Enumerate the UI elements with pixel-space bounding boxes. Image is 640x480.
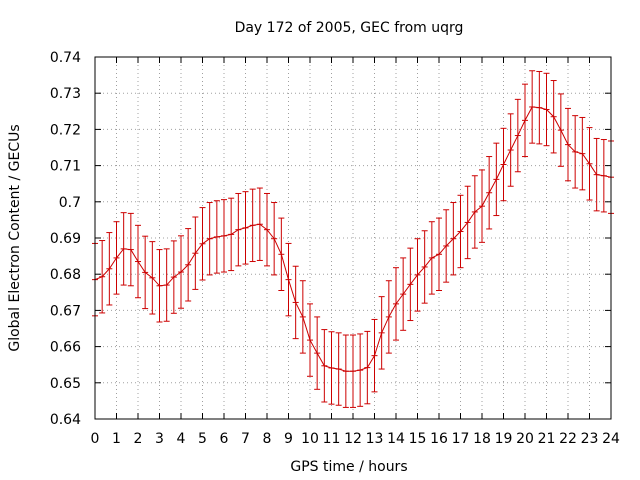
x-tick-label: 16	[430, 431, 448, 447]
x-tick-label: 12	[344, 431, 362, 447]
x-tick-label: 23	[581, 431, 599, 447]
x-tick-label: 11	[323, 431, 341, 447]
x-tick-label: 8	[263, 431, 272, 447]
y-tick-label: 0.64	[50, 412, 81, 428]
x-tick-label: 22	[559, 431, 577, 447]
y-tick-labels: 0.64 0.65 0.66 0.67 0.68 0.69 0.7 0.71 0.72 0.73 0…	[50, 50, 81, 428]
x-tick-label: 10	[301, 431, 319, 447]
y-tick-label: 0.74	[50, 50, 81, 66]
axis-ticks	[94, 56, 612, 420]
y-axis-label: Global Electron Content / GECUs	[7, 124, 23, 351]
x-tick-label: 7	[241, 431, 250, 447]
x-tick-label: 17	[452, 431, 470, 447]
y-tick-label: 0.72	[50, 122, 81, 138]
y-tick-label: 0.66	[50, 340, 81, 356]
x-tick-label: 3	[155, 431, 164, 447]
x-tick-label: 24	[602, 431, 620, 447]
x-tick-label: 20	[516, 431, 534, 447]
y-tick-label: 0.68	[50, 267, 81, 283]
x-tick-labels: 0 1 2 3 4 5 6 7 8 9 10 11 12 13 14 15 16 17 18 19 20 21 22 23 24	[91, 431, 620, 447]
x-tick-label: 1	[112, 431, 121, 447]
x-tick-label: 4	[177, 431, 186, 447]
x-tick-label: 6	[220, 431, 229, 447]
x-axis-label: GPS time / hours	[290, 459, 407, 475]
x-tick-label: 5	[198, 431, 207, 447]
y-tick-label: 0.73	[50, 86, 81, 102]
x-tick-label: 9	[284, 431, 293, 447]
x-tick-label: 14	[387, 431, 405, 447]
x-tick-label: 13	[366, 431, 384, 447]
y-tick-label: 0.71	[50, 159, 81, 175]
x-tick-label: 2	[134, 431, 143, 447]
series-gec	[92, 70, 614, 408]
y-tick-label: 0.69	[50, 231, 81, 247]
x-tick-label: 21	[538, 431, 556, 447]
y-tick-label: 0.65	[50, 376, 81, 392]
x-tick-label: 19	[495, 431, 513, 447]
x-tick-label: 0	[91, 431, 100, 447]
x-tick-label: 18	[473, 431, 491, 447]
y-tick-label: 0.7	[59, 195, 81, 211]
y-tick-label: 0.67	[50, 303, 81, 319]
x-tick-label: 15	[409, 431, 427, 447]
chart-title: Day 172 of 2005, GEC from uqrg	[235, 20, 464, 36]
